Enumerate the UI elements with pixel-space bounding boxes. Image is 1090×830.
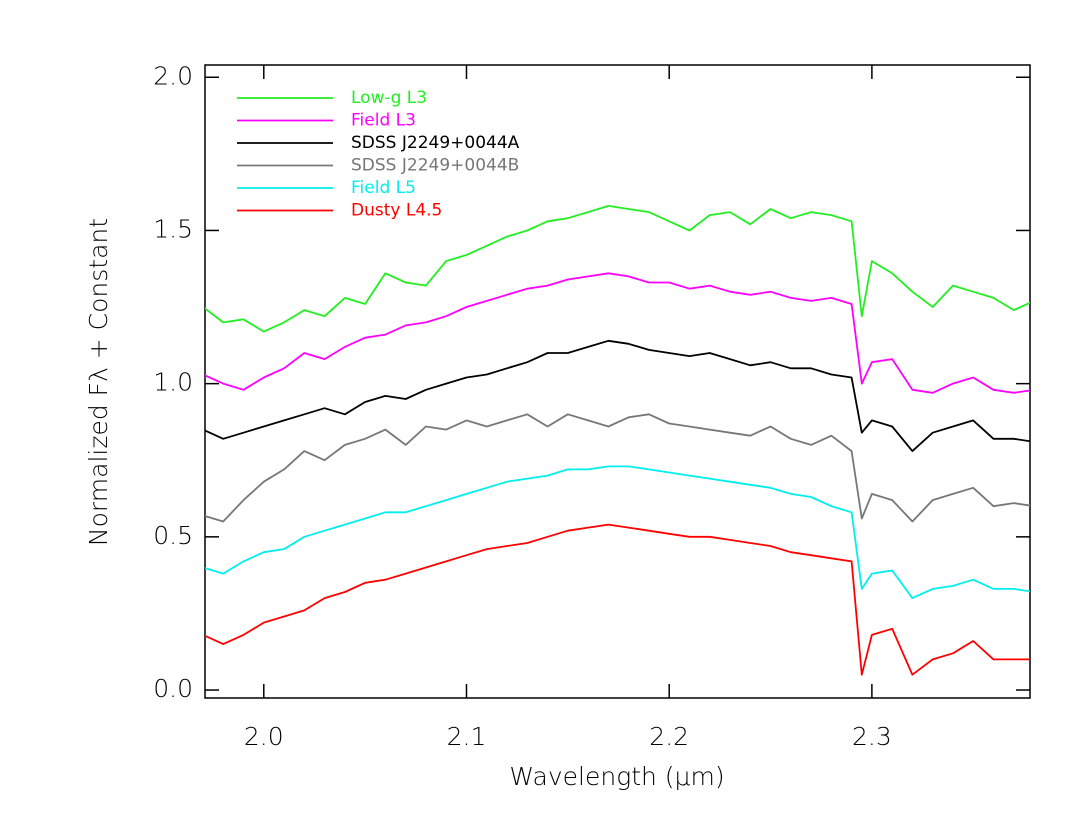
legend-label: SDSS J2249+0044B [351,156,519,176]
spectrum-line [205,465,1030,599]
legend-label: SDSS J2249+0044A [351,133,520,153]
plot-frame [204,64,1031,699]
x-axis-label: Wavelength (μm) [509,762,724,791]
x-tick-label: 2.1 [447,722,487,751]
plot-area [205,205,1030,676]
y-tick-label: 1.5 [153,214,193,243]
y-tick-label: 1.0 [153,368,193,397]
spectrum-line [205,272,1030,394]
x-tick-label: 2.2 [649,722,689,751]
legend-label: Dusty L4.5 [351,201,442,221]
y-axis-label: Normalized Fλ + Constant [84,218,113,546]
spectrum-line [205,339,1030,452]
spectrum-line [205,523,1030,676]
legend-label: Field L3 [351,111,416,131]
spectrum-line [205,205,1030,333]
legend-label: Field L5 [351,178,416,198]
spectrum-line [205,413,1030,523]
y-tick-label: 2.0 [153,61,193,90]
y-tick-label: 0.5 [153,521,193,550]
x-tick-label: 2.0 [244,722,284,751]
x-tick-label: 2.3 [852,722,892,751]
y-tick-label: 0.0 [153,674,193,703]
legend-label: Low-g L3 [351,88,427,108]
